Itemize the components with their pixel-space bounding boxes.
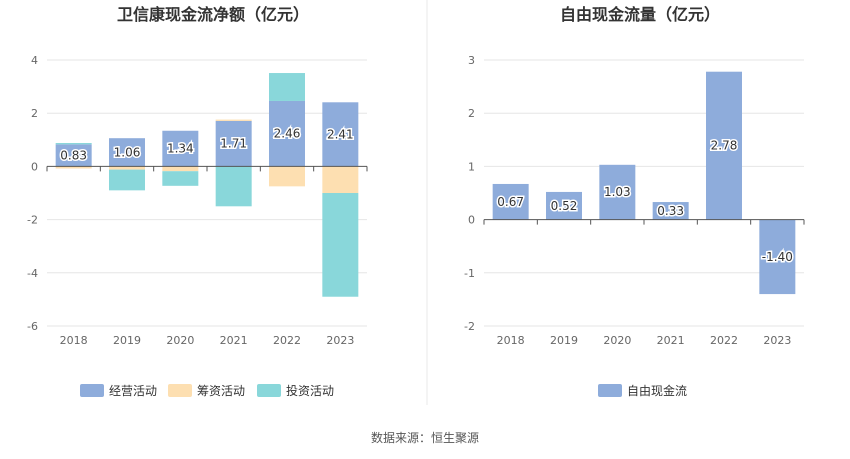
bar-自由现金流-2022 xyxy=(706,71,742,220)
x-tick-label: 2018 xyxy=(60,334,88,347)
legend-label-投资活动: 投资活动 xyxy=(286,383,334,398)
x-tick-label: 2023 xyxy=(763,334,791,347)
bar-筹资活动-2022 xyxy=(269,166,305,187)
bar-自由现金流-2020 xyxy=(599,164,636,220)
bar-投资活动-2022 xyxy=(269,73,305,101)
data-label: 2.41 xyxy=(327,127,354,141)
data-label: 0.67 xyxy=(497,195,524,209)
bar-投资活动-2018 xyxy=(55,142,92,145)
x-tick-label: 2020 xyxy=(166,334,194,347)
y-tick-label: -2 xyxy=(464,320,475,333)
x-tick-label: 2019 xyxy=(113,334,141,347)
legend-swatch-筹资活动 xyxy=(168,384,192,397)
bar-筹资活动-2023 xyxy=(322,166,359,193)
legend-label-经营活动: 经营活动 xyxy=(109,384,157,398)
data-label: 2.46 xyxy=(274,127,301,141)
legend-swatch-自由现金流 xyxy=(598,384,622,397)
data-label: 0.83 xyxy=(60,148,87,162)
bar-投资活动-2021 xyxy=(215,166,252,207)
y-tick-label: 2 xyxy=(31,107,38,120)
x-tick-label: 2021 xyxy=(220,334,248,347)
bar-经营活动-2021 xyxy=(215,120,252,167)
source-note: 数据来源：恒生聚源 xyxy=(370,431,479,445)
x-tick-label: 2022 xyxy=(710,334,738,347)
bar-自由现金流-2021 xyxy=(652,202,689,220)
bar-投资活动-2019 xyxy=(109,169,145,191)
chart-title: 卫信康现金流净额（亿元） xyxy=(117,5,309,24)
chart-1: 卫信康现金流净额（亿元） -6 -4 -2 0 2 4 2018 2019 2020 2021 202… xyxy=(27,5,368,398)
x-tick-label: 2023 xyxy=(326,334,354,347)
y-tick-label: -6 xyxy=(27,320,38,333)
legend-swatch-投资活动 xyxy=(257,384,281,397)
y-tick-label: 0 xyxy=(31,160,38,173)
y-tick-label: -2 xyxy=(27,214,38,227)
bar-经营活动-2022 xyxy=(269,100,305,167)
legend-swatch-经营活动 xyxy=(80,384,104,397)
data-label: 1.34 xyxy=(167,142,194,156)
y-tick-label: -4 xyxy=(27,267,38,280)
y-tick-label: 0 xyxy=(468,214,475,227)
x-tick-label: 2020 xyxy=(603,334,631,347)
chart-2: 自由现金流量（亿元） -2 -1 0 1 2 3 2018 2019 2020 2021 2022 20… xyxy=(464,5,805,398)
bar-自由现金流-2023 xyxy=(759,219,796,295)
y-tick-label: 3 xyxy=(468,54,475,67)
bar-投资活动-2023 xyxy=(322,193,359,297)
bar-经营活动-2020 xyxy=(162,130,199,167)
bar-筹资活动-2019 xyxy=(109,166,145,170)
y-tick-label: 2 xyxy=(468,107,475,120)
data-label: 1.03 xyxy=(604,185,631,199)
bar-自由现金流-2018 xyxy=(492,183,529,220)
bar-自由现金流-2019 xyxy=(546,191,582,220)
y-tick-label: 1 xyxy=(468,160,475,173)
bar-经营活动-2023 xyxy=(322,102,359,167)
x-tick-label: 2019 xyxy=(550,334,578,347)
bar-筹资活动-2018 xyxy=(55,166,92,169)
legend-label-筹资活动: 筹资活动 xyxy=(197,384,245,398)
bar-经营活动-2018 xyxy=(55,144,92,167)
data-label: 0.33 xyxy=(657,204,684,218)
data-label: 0.52 xyxy=(551,199,578,213)
data-label: -1.40 xyxy=(762,250,793,264)
data-label: 1.71 xyxy=(220,137,247,151)
x-tick-label: 2022 xyxy=(273,334,301,347)
data-label: 2.78 xyxy=(711,139,738,153)
data-label: 1.06 xyxy=(114,145,141,159)
bar-筹资活动-2020 xyxy=(162,166,199,172)
y-tick-label: 4 xyxy=(31,54,38,67)
chart-title: 自由现金流量（亿元） xyxy=(560,5,720,24)
bar-经营活动-2019 xyxy=(109,138,145,167)
legend-label-自由现金流: 自由现金流 xyxy=(627,383,687,398)
x-tick-label: 2018 xyxy=(497,334,525,347)
bar-投资活动-2020 xyxy=(162,171,199,186)
y-tick-label: -1 xyxy=(464,267,475,280)
bar-筹资活动-2021 xyxy=(215,119,252,121)
x-tick-label: 2021 xyxy=(657,334,685,347)
